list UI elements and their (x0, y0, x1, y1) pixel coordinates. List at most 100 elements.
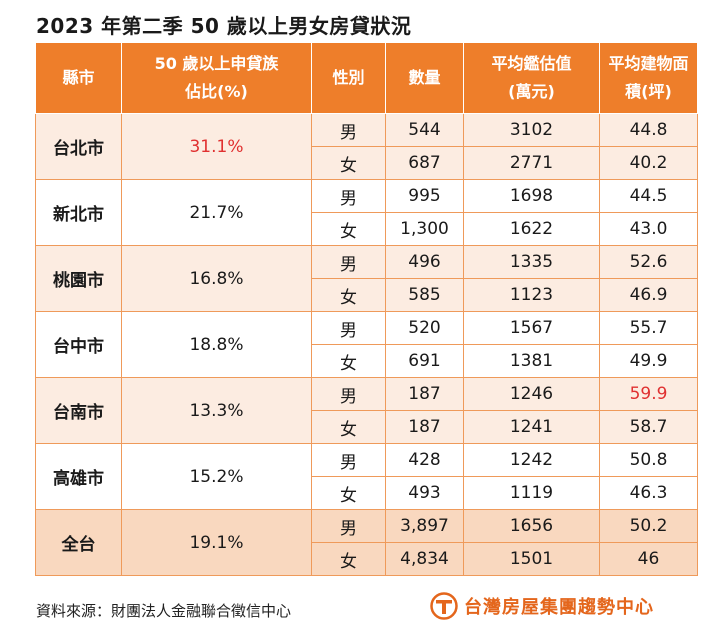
appraisal-value-cell: 1381 (463, 344, 600, 378)
gender-cell: 女 (311, 476, 386, 510)
appraisal-value-cell: 1622 (463, 212, 600, 246)
count-cell: 585 (385, 278, 464, 312)
appraisal-value-cell: 1656 (463, 509, 600, 543)
table-row: 女 4,834 1501 46 (36, 542, 698, 576)
brand-logo-text: 台灣房屋集團趨勢中心 (464, 597, 654, 618)
city-cell: 桃園市 (35, 245, 122, 312)
table-row: 女 187 1241 58.7 (36, 410, 698, 444)
table-row: 女 493 1119 46.3 (36, 476, 698, 510)
share-cell: 19.1% (121, 509, 312, 576)
table-body: 台北市 31.1% 男 544 3102 44.8 女 687 2771 40.2 新北市 21.7%… (35, 113, 698, 576)
floor-area-cell: 46.3 (599, 476, 698, 510)
floor-area-cell: 44.5 (599, 179, 698, 213)
appraisal-value-cell: 1246 (463, 377, 600, 411)
count-cell: 4,834 (385, 542, 464, 576)
brand-logo: 台灣房屋集團趨勢中心 (430, 591, 654, 621)
header-count: 數量 (385, 42, 464, 114)
floor-area-cell: 43.0 (599, 212, 698, 246)
floor-area-cell: 46.9 (599, 278, 698, 312)
count-cell: 187 (385, 377, 464, 411)
floor-area-cell: 59.9 (599, 377, 698, 411)
share-cell: 18.8% (121, 311, 312, 378)
table-row: 女 687 2771 40.2 (36, 146, 698, 180)
gender-cell: 男 (311, 377, 386, 411)
table-row: 女 1,300 1622 43.0 (36, 212, 698, 246)
count-cell: 691 (385, 344, 464, 378)
floor-area-cell: 55.7 (599, 311, 698, 345)
count-cell: 995 (385, 179, 464, 213)
floor-area-cell: 40.2 (599, 146, 698, 180)
gender-cell: 女 (311, 542, 386, 576)
table-header-row: 縣市 50 歲以上申貸族 佔比(%) 性別 數量 平均鑑估值 (萬元) 平均建物… (35, 42, 698, 114)
table-row: 桃園市 16.8% 男 496 1335 52.6 (35, 245, 698, 312)
city-cell: 全台 (35, 509, 122, 576)
appraisal-value-cell: 1241 (463, 410, 600, 444)
header-share: 50 歲以上申貸族 佔比(%) (121, 42, 312, 114)
share-cell: 13.3% (121, 377, 312, 444)
header-share-line2: 佔比(%) (185, 82, 248, 101)
gender-cell: 女 (311, 344, 386, 378)
appraisal-value-cell: 1335 (463, 245, 600, 279)
count-cell: 187 (385, 410, 464, 444)
count-cell: 496 (385, 245, 464, 279)
count-cell: 428 (385, 443, 464, 477)
gender-cell: 男 (311, 311, 386, 345)
data-source-note: 資料來源：財團法人金融聯合徵信中心 (36, 602, 292, 620)
header-value: 平均鑑估值 (萬元) (463, 42, 600, 114)
city-cell: 台中市 (35, 311, 122, 378)
floor-area-cell: 58.7 (599, 410, 698, 444)
appraisal-value-cell: 1123 (463, 278, 600, 312)
page-title: 2023 年第二季 50 歲以上男女房貸狀況 (36, 14, 412, 38)
count-cell: 493 (385, 476, 464, 510)
count-cell: 544 (385, 113, 464, 147)
floor-area-cell: 46 (599, 542, 698, 576)
gender-cell: 男 (311, 179, 386, 213)
floor-area-cell: 52.6 (599, 245, 698, 279)
gender-cell: 女 (311, 278, 386, 312)
header-value-line1: 平均鑑估值 (491, 54, 572, 73)
header-value-line2: (萬元) (508, 82, 555, 101)
gender-cell: 女 (311, 146, 386, 180)
table-row: 女 691 1381 49.9 (36, 344, 698, 378)
share-cell: 16.8% (121, 245, 312, 312)
table-row: 全台 19.1% 男 3,897 1656 50.2 (35, 509, 698, 576)
appraisal-value-cell: 1119 (463, 476, 600, 510)
share-cell: 31.1% (121, 113, 312, 180)
table-row: 新北市 21.7% 男 995 1698 44.5 (35, 179, 698, 246)
appraisal-value-cell: 1242 (463, 443, 600, 477)
header-share-line1: 50 歲以上申貸族 (154, 54, 279, 73)
city-cell: 台北市 (35, 113, 122, 180)
gender-cell: 女 (311, 410, 386, 444)
header-city: 縣市 (35, 42, 122, 114)
city-cell: 台南市 (35, 377, 122, 444)
city-cell: 新北市 (35, 179, 122, 246)
gender-cell: 男 (311, 113, 386, 147)
header-area: 平均建物面 積(坪) (599, 42, 698, 114)
header-area-line1: 平均建物面 (608, 54, 689, 73)
header-area-line2: 積(坪) (625, 82, 672, 101)
gender-cell: 男 (311, 509, 386, 543)
share-cell: 21.7% (121, 179, 312, 246)
count-cell: 1,300 (385, 212, 464, 246)
floor-area-cell: 50.8 (599, 443, 698, 477)
appraisal-value-cell: 3102 (463, 113, 600, 147)
floor-area-cell: 50.2 (599, 509, 698, 543)
floor-area-cell: 44.8 (599, 113, 698, 147)
city-cell: 高雄市 (35, 443, 122, 510)
count-cell: 520 (385, 311, 464, 345)
table-row: 女 585 1123 46.9 (36, 278, 698, 312)
table-row: 台北市 31.1% 男 544 3102 44.8 (35, 113, 698, 180)
appraisal-value-cell: 1567 (463, 311, 600, 345)
share-cell: 15.2% (121, 443, 312, 510)
count-cell: 687 (385, 146, 464, 180)
house-t-logo-icon (430, 592, 458, 620)
table-row: 高雄市 15.2% 男 428 1242 50.8 (35, 443, 698, 510)
appraisal-value-cell: 1501 (463, 542, 600, 576)
mortgage-table: 縣市 50 歲以上申貸族 佔比(%) 性別 數量 平均鑑估值 (萬元) 平均建物… (35, 42, 698, 576)
floor-area-cell: 49.9 (599, 344, 698, 378)
appraisal-value-cell: 1698 (463, 179, 600, 213)
gender-cell: 女 (311, 212, 386, 246)
gender-cell: 男 (311, 443, 386, 477)
appraisal-value-cell: 2771 (463, 146, 600, 180)
header-gender: 性別 (311, 42, 386, 114)
